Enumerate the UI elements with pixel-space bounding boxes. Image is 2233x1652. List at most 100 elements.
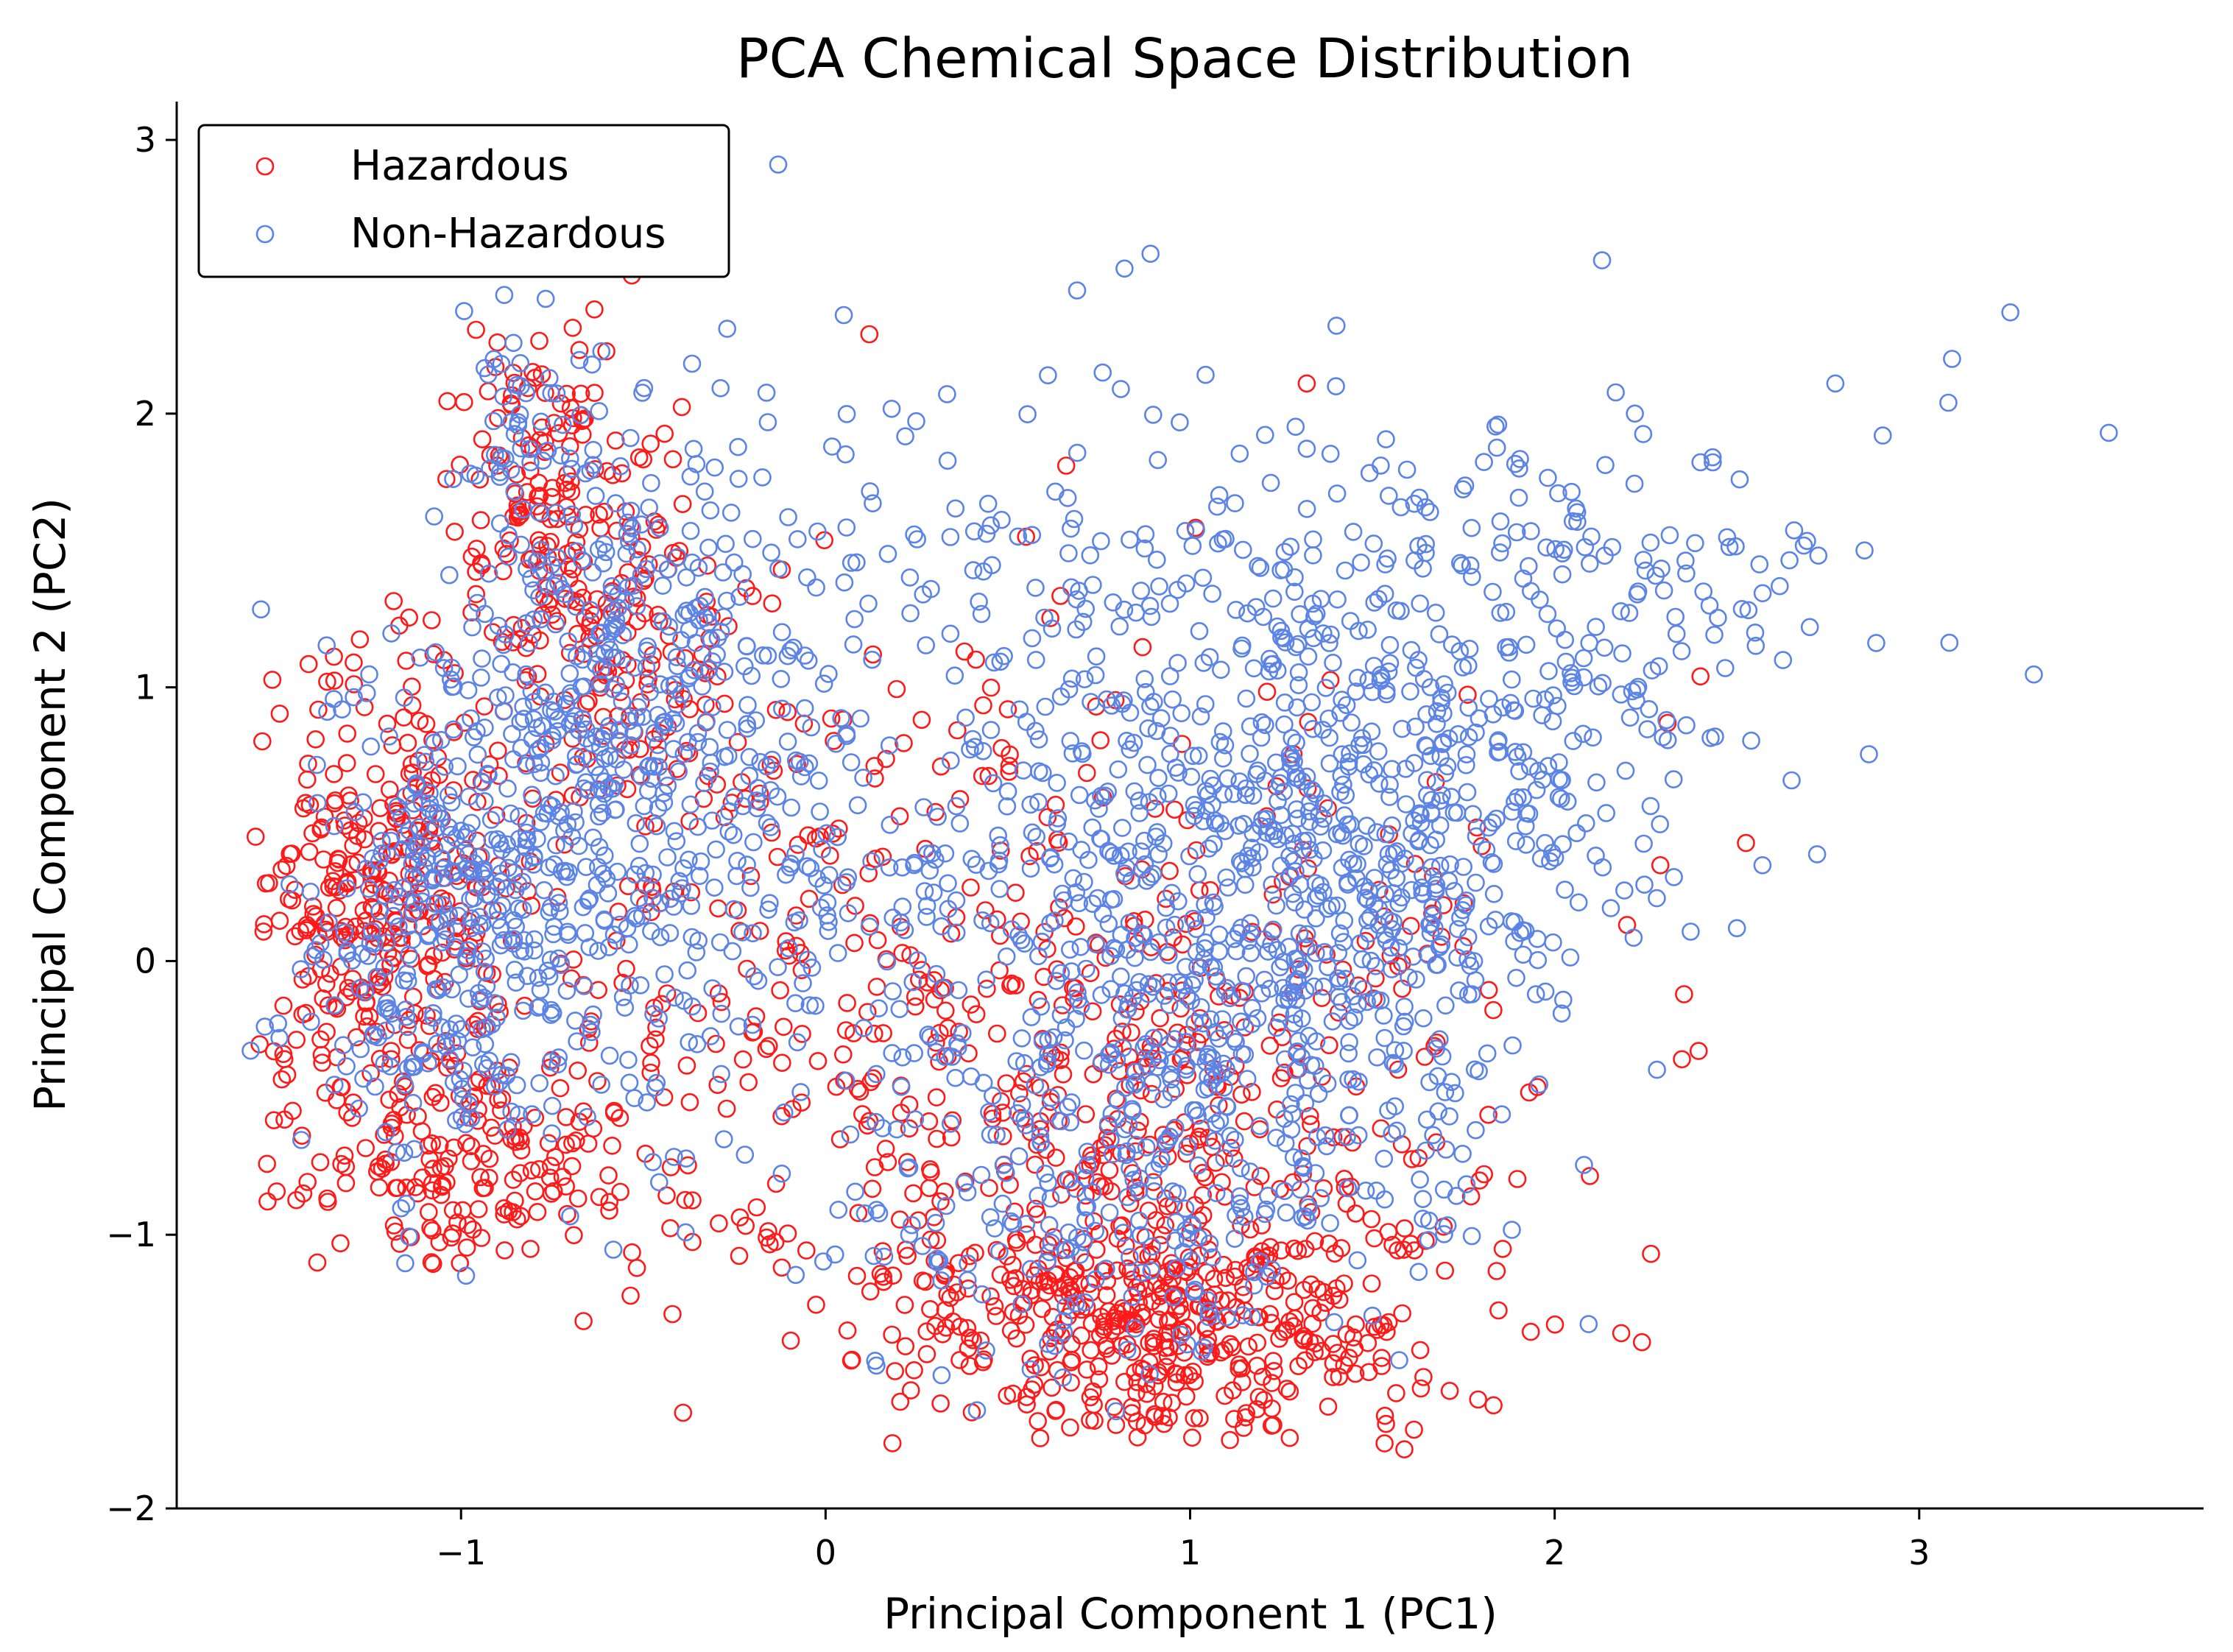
- data-point: [1345, 1008, 1364, 1027]
- data-point: [1358, 911, 1377, 930]
- data-point: [1168, 1365, 1186, 1383]
- data-point: [1121, 1248, 1139, 1266]
- data-point: [254, 922, 273, 941]
- data-point: [417, 715, 436, 733]
- data-point: [683, 1232, 702, 1252]
- data-point: [1121, 1159, 1139, 1177]
- data-point: [847, 553, 866, 572]
- data-point: [1271, 1004, 1290, 1023]
- data-point: [366, 765, 385, 783]
- y-tick-label: −2: [106, 1489, 156, 1528]
- data-point: [875, 1247, 894, 1266]
- data-point: [1394, 927, 1414, 946]
- data-point: [1552, 789, 1570, 808]
- data-point: [1506, 702, 1525, 720]
- data-point: [1051, 1006, 1070, 1025]
- data-point: [1286, 1084, 1305, 1102]
- data-point: [1141, 942, 1160, 961]
- data-point: [1417, 498, 1435, 517]
- data-point: [1442, 788, 1461, 806]
- legend-marker-non-hazardous: [255, 225, 275, 244]
- data-point: [378, 994, 396, 1012]
- data-point: [1194, 654, 1213, 672]
- data-point: [1118, 1341, 1137, 1359]
- data-point: [1409, 832, 1428, 851]
- data-point: [490, 514, 509, 533]
- data-point: [1432, 688, 1450, 707]
- data-point: [961, 1328, 979, 1347]
- data-point: [398, 733, 417, 752]
- data-point: [396, 1254, 415, 1273]
- data-point: [1727, 919, 1746, 938]
- data-point: [518, 830, 537, 849]
- data-point: [733, 923, 752, 942]
- data-point: [434, 978, 452, 997]
- data-point: [962, 995, 981, 1014]
- data-point: [457, 952, 476, 971]
- data-point: [1149, 451, 1167, 470]
- data-point: [418, 927, 437, 945]
- data-point: [333, 700, 351, 719]
- data-point: [1581, 1167, 1599, 1185]
- data-point: [1431, 748, 1450, 766]
- data-point: [1303, 719, 1322, 738]
- data-point: [679, 1156, 697, 1175]
- data-point: [544, 1182, 563, 1201]
- data-point: [784, 638, 802, 657]
- data-point: [1004, 1277, 1023, 1296]
- data-point: [1358, 992, 1376, 1012]
- data-point: [681, 521, 700, 540]
- data-point: [1395, 1219, 1414, 1238]
- data-point: [936, 1196, 956, 1215]
- data-point: [660, 617, 679, 636]
- data-point: [1291, 1180, 1310, 1199]
- data-point: [1038, 1253, 1056, 1271]
- data-point: [1648, 889, 1666, 908]
- data-point: [1115, 1372, 1134, 1391]
- data-point: [581, 1015, 600, 1034]
- data-point: [1479, 1106, 1498, 1124]
- data-point: [521, 462, 540, 480]
- data-point: [1249, 1388, 1269, 1406]
- data-point: [480, 1149, 499, 1168]
- data-point: [1245, 1263, 1263, 1282]
- data-point: [1121, 530, 1139, 549]
- data-point: [1048, 960, 1066, 978]
- data-point: [366, 1077, 384, 1096]
- data-point: [761, 1235, 779, 1254]
- data-point: [1121, 1262, 1140, 1281]
- data-point: [1131, 1169, 1149, 1187]
- data-point: [838, 1321, 857, 1340]
- data-point: [1235, 1112, 1254, 1131]
- data-point: [1206, 1023, 1224, 1042]
- data-point: [1329, 944, 1348, 962]
- data-point: [1461, 1187, 1481, 1206]
- data-point: [893, 1048, 912, 1067]
- data-point: [643, 889, 662, 908]
- data-point: [1241, 944, 1260, 962]
- data-point: [1288, 970, 1307, 989]
- data-point: [1296, 1351, 1314, 1370]
- x-tick-label: −1: [436, 1533, 486, 1572]
- data-point: [1285, 1239, 1304, 1258]
- data-point: [385, 842, 404, 861]
- data-point: [589, 942, 607, 960]
- data-point: [1069, 990, 1087, 1009]
- data-point: [1553, 565, 1572, 584]
- data-point: [590, 838, 609, 856]
- data-point: [433, 1176, 452, 1195]
- data-point: [1061, 732, 1080, 750]
- data-point: [1422, 746, 1440, 766]
- data-point: [1511, 450, 1529, 468]
- data-point: [473, 914, 492, 933]
- data-point: [828, 827, 847, 847]
- data-point: [1285, 582, 1304, 601]
- data-point: [1480, 690, 1498, 708]
- data-point: [424, 1004, 442, 1023]
- data-point: [502, 847, 521, 866]
- data-point: [1742, 731, 1760, 750]
- data-point: [668, 657, 687, 676]
- data-point: [987, 1307, 1006, 1325]
- data-point: [738, 715, 757, 733]
- data-point: [586, 655, 605, 674]
